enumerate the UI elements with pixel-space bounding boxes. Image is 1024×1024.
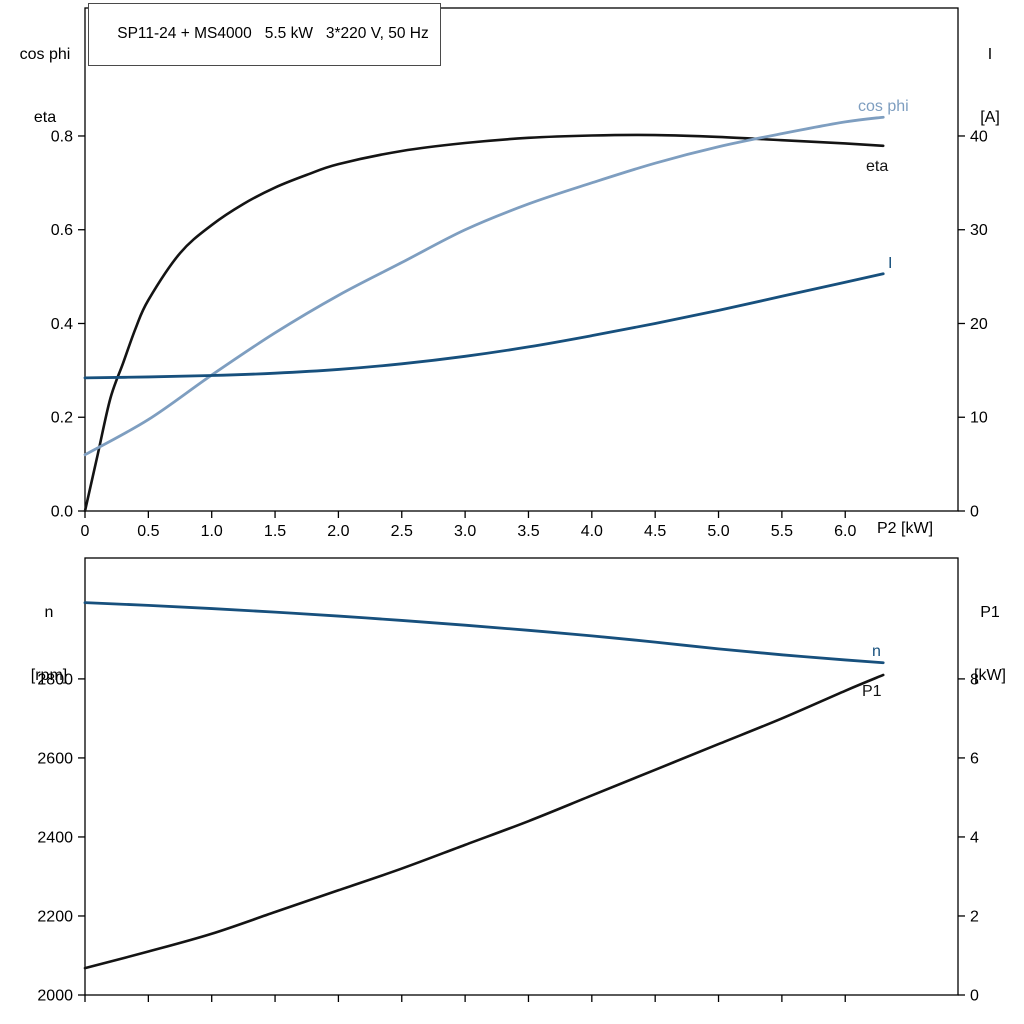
input-power-curve-label: P1 <box>862 683 882 700</box>
x-axis-title: P2 [kW] <box>877 520 934 537</box>
x-tick-label: 5.0 <box>707 523 729 540</box>
right-axis-title-bottom-chart: P1 [kW] <box>962 560 1018 728</box>
x-tick-label: 6.0 <box>834 523 856 540</box>
x-tick-label: 5.5 <box>771 523 793 540</box>
left-axis-title-line2: [rpm] <box>30 667 68 684</box>
x-tick-label: 0 <box>81 523 90 540</box>
y-left-tick-label: 2000 <box>37 988 73 1005</box>
eta-curve-label: eta <box>866 158 888 175</box>
x-tick-label: 2.0 <box>327 523 349 540</box>
x-tick-label: 3.0 <box>454 523 476 540</box>
y-left-tick-label: 0.6 <box>51 222 73 239</box>
y-left-tick-label: 2200 <box>37 908 73 925</box>
right-axis-title-line1: I <box>987 46 993 63</box>
y-right-tick-label: 40 <box>970 128 988 145</box>
right-axis-title-line2: [A] <box>980 109 1000 126</box>
chart-title: SP11-24 + MS4000 5.5 kW 3*220 V, 50 Hz <box>117 25 429 42</box>
x-tick-label: 4.0 <box>581 523 603 540</box>
y-left-tick-label: 2600 <box>37 750 73 767</box>
current-curve <box>83 272 885 380</box>
x-tick-label: 1.5 <box>264 523 286 540</box>
y-right-tick-label: 8 <box>970 671 979 688</box>
left-axis-title-line1: cos phi <box>19 46 71 63</box>
y-right-tick-label: 10 <box>970 410 988 427</box>
left-axis-title-top-chart: cos phi eta <box>6 2 84 170</box>
y-right-tick-label: 6 <box>970 750 979 767</box>
y-left-tick-label: 0.0 <box>51 504 73 521</box>
x-tick-label: 0.5 <box>137 523 159 540</box>
speed-curve-label: n <box>872 643 881 660</box>
y-right-tick-label: 20 <box>970 316 988 333</box>
left-axis-title-bottom-chart: n [rpm] <box>12 560 86 728</box>
y-right-tick-label: 0 <box>970 988 979 1005</box>
y-right-tick-label: 0 <box>970 504 979 521</box>
y-right-tick-label: 30 <box>970 222 988 239</box>
left-axis-title-line1: n <box>44 604 54 621</box>
motor-electrical-frame <box>84 7 959 512</box>
right-axis-title-line1: P1 <box>980 604 1000 621</box>
eta-curve <box>83 133 885 513</box>
cos-phi-curve-label: cos phi <box>858 98 909 115</box>
x-tick-label: 1.0 <box>201 523 223 540</box>
y-right-tick-label: 2 <box>970 908 979 925</box>
y-left-tick-label: 2400 <box>37 829 73 846</box>
y-left-tick-label: 0.4 <box>51 316 73 333</box>
cos-phi-curve <box>83 115 885 457</box>
speed-curve <box>83 601 885 665</box>
y-left-tick-label: 0.2 <box>51 410 73 427</box>
left-axis-title-line2: eta <box>33 109 57 126</box>
y-left-tick-label: 0.8 <box>51 128 73 145</box>
chart-title-box: SP11-24 + MS4000 5.5 kW 3*220 V, 50 Hz <box>88 3 441 66</box>
y-right-tick-label: 4 <box>970 829 979 846</box>
motor-electrical-panel: 0 0.5 1.0 1.5 2.0 2.5 3.0 3.5 4.0 4.5 5.0 5.5 6.0 0.0… <box>51 7 988 540</box>
right-axis-title-line2: [kW] <box>974 667 1006 684</box>
motor-mechanical-panel: 2000 2200 2400 2600 2800 0 2 4 6 8 n P1 <box>37 557 979 1005</box>
x-tick-label: 3.5 <box>517 523 539 540</box>
motor-mechanical-frame <box>84 557 959 996</box>
right-axis-title-top-chart: I [A] <box>962 2 1018 170</box>
current-curve-label: I <box>888 255 892 272</box>
x-tick-label: 4.5 <box>644 523 666 540</box>
input-power-curve <box>83 673 885 970</box>
y-left-tick-label: 2800 <box>37 671 73 688</box>
x-tick-label: 2.5 <box>391 523 413 540</box>
